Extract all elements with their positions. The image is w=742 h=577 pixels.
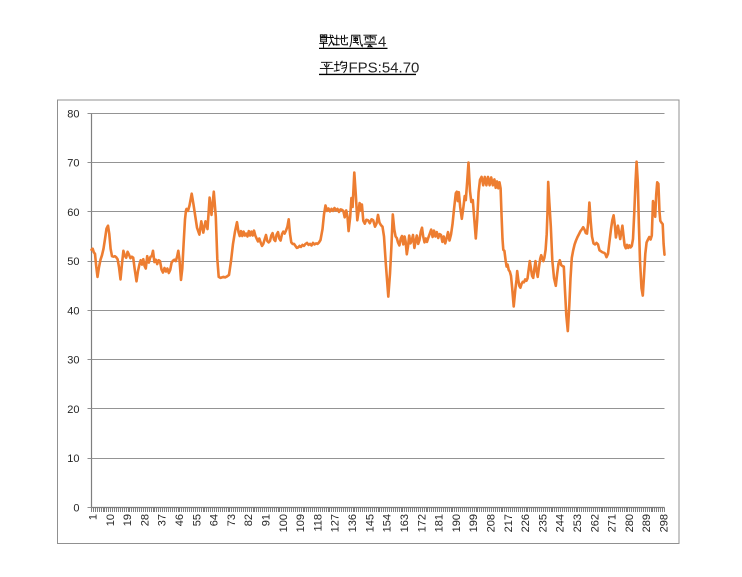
svg-text:208: 208 (486, 514, 498, 532)
svg-text:217: 217 (503, 514, 515, 532)
svg-text:109: 109 (295, 514, 307, 532)
svg-text:100: 100 (278, 514, 290, 532)
svg-text:40: 40 (67, 305, 79, 317)
svg-text:235: 235 (537, 514, 549, 532)
svg-text:262: 262 (589, 514, 601, 532)
svg-text:181: 181 (434, 514, 446, 532)
svg-text:4: 4 (378, 33, 386, 50)
svg-text:28: 28 (139, 514, 151, 526)
svg-text:10: 10 (67, 453, 79, 465)
svg-text:64: 64 (209, 514, 221, 526)
svg-text:20: 20 (67, 404, 79, 416)
svg-text:1: 1 (88, 514, 100, 520)
svg-text:73: 73 (226, 514, 238, 526)
svg-text:70: 70 (67, 158, 79, 170)
svg-text:10: 10 (105, 514, 117, 526)
svg-text:46: 46 (174, 514, 186, 526)
svg-text:226: 226 (520, 514, 532, 532)
svg-text:253: 253 (572, 514, 584, 532)
svg-text:163: 163 (399, 514, 411, 532)
svg-text:136: 136 (347, 514, 359, 532)
svg-text:190: 190 (451, 514, 463, 532)
svg-text:55: 55 (191, 514, 203, 526)
svg-text:271: 271 (607, 514, 619, 532)
svg-text:298: 298 (659, 514, 671, 532)
svg-text:30: 30 (67, 355, 79, 367)
svg-text:0: 0 (73, 502, 79, 514)
svg-text:244: 244 (555, 514, 567, 532)
svg-text:60: 60 (67, 207, 79, 219)
svg-text:154: 154 (382, 514, 394, 532)
svg-text:82: 82 (243, 514, 255, 526)
svg-text:172: 172 (416, 514, 428, 532)
svg-text:199: 199 (468, 514, 480, 532)
svg-text:145: 145 (364, 514, 376, 532)
svg-text:37: 37 (157, 514, 169, 526)
svg-text:FPS:54.70: FPS:54.70 (349, 59, 420, 76)
svg-text:50: 50 (67, 256, 79, 268)
svg-text:127: 127 (330, 514, 342, 532)
svg-text:91: 91 (261, 514, 273, 526)
svg-text:280: 280 (624, 514, 636, 532)
svg-text:118: 118 (312, 514, 324, 532)
svg-text:19: 19 (122, 514, 134, 526)
svg-text:80: 80 (67, 108, 79, 120)
svg-text:289: 289 (641, 514, 653, 532)
